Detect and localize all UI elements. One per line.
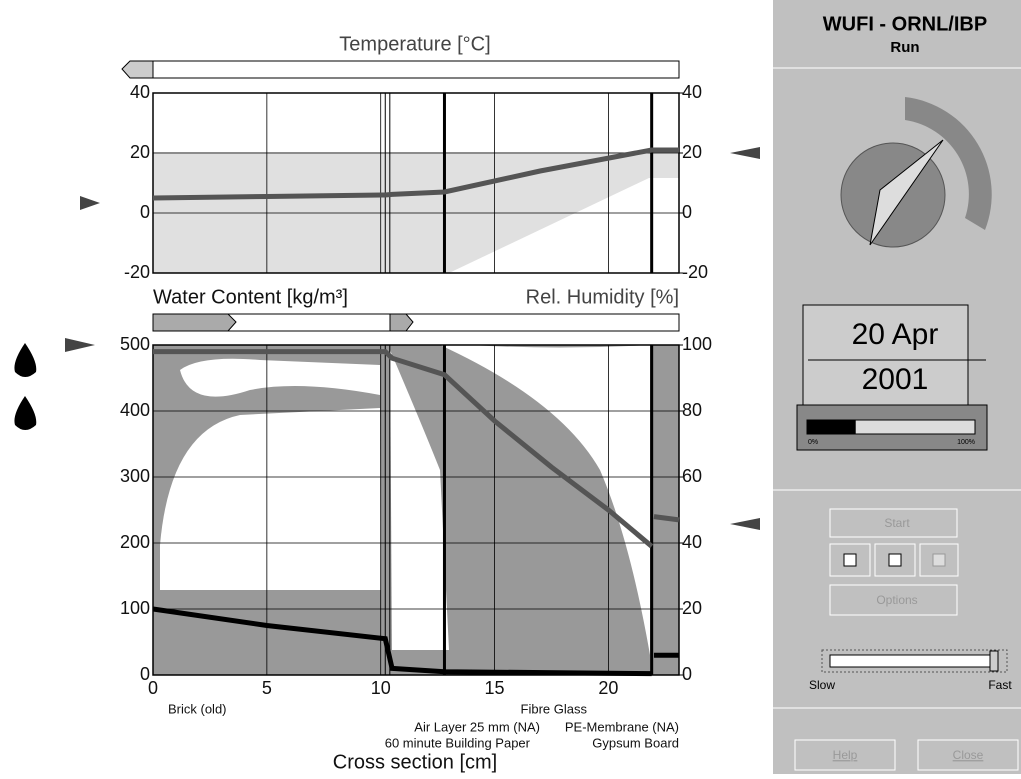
progress-min: 0% <box>808 439 818 446</box>
y2-tick-label: 20 <box>682 598 702 618</box>
chart-title: Temperature [°C] <box>339 33 490 55</box>
y-tick-label: -20 <box>124 262 150 282</box>
y2-tick-label: 80 <box>682 400 702 420</box>
y-tick-label: 40 <box>130 82 150 102</box>
drop-icon <box>14 343 36 430</box>
layer-strip <box>153 61 679 78</box>
y-tick-label: 100 <box>120 598 150 618</box>
slider-max: Fast <box>988 678 1012 692</box>
x-tick-label: 15 <box>485 678 505 698</box>
y2-tick-label: 40 <box>682 532 702 552</box>
y2-tick-label: 100 <box>682 334 712 354</box>
y2-tick-label: 0 <box>682 664 692 684</box>
date-day: 20 Apr <box>852 318 939 351</box>
y-tick-label: 300 <box>120 466 150 486</box>
page: {"chart_data":[ {"type":"line","title":"… <box>0 0 1021 774</box>
y-tick-label: 0 <box>140 202 150 222</box>
progress-max: 100% <box>957 439 975 446</box>
layer-label: Brick (old) <box>168 701 227 716</box>
close-label: Close <box>953 748 984 762</box>
progress-bar <box>807 420 856 434</box>
layer-label: 60 minute Building Paper <box>385 735 531 750</box>
layer-label: Gypsum Board <box>592 735 679 750</box>
y2-tick-label: 40 <box>682 82 702 102</box>
y-tick-label: 20 <box>130 142 150 162</box>
y-tick-label: 0 <box>140 664 150 684</box>
chart-title: Water Content [kg/m³] <box>153 286 348 308</box>
x-tick-label: 5 <box>262 678 272 698</box>
y2-tick-label: 20 <box>682 142 702 162</box>
y2-tick-label: -20 <box>682 262 708 282</box>
x-tick-label: 10 <box>371 678 391 698</box>
help-label: Help <box>833 748 858 762</box>
strip-handle[interactable] <box>122 61 153 78</box>
y2-label: Rel. Humidity [%] <box>526 286 679 308</box>
panel-title: WUFI - ORNL/IBP <box>823 13 987 35</box>
screen: -2002040-2002040051015200100200300400500… <box>0 0 1021 774</box>
layer-label: PE-Membrane (NA) <box>565 719 679 734</box>
y-tick-label: 500 <box>120 334 150 354</box>
y2-tick-label: 0 <box>682 202 692 222</box>
options-label: Options <box>876 593 917 607</box>
slider-min: Slow <box>809 678 835 692</box>
layer-label: Air Layer 25 mm (NA) <box>414 719 540 734</box>
y-tick-label: 200 <box>120 532 150 552</box>
strip-handle[interactable] <box>153 314 236 331</box>
panel-subtitle: Run <box>890 39 919 56</box>
slider-thumb[interactable] <box>990 651 998 671</box>
y-tick-label: 400 <box>120 400 150 420</box>
x-label: Cross section [cm] <box>333 751 497 773</box>
date-year: 2001 <box>862 363 929 396</box>
layer-label: Fibre Glass <box>521 701 588 716</box>
temp-envelope <box>153 152 679 273</box>
y2-tick-label: 60 <box>682 466 702 486</box>
start-label: Start <box>884 516 910 530</box>
x-tick-label: 20 <box>598 678 618 698</box>
